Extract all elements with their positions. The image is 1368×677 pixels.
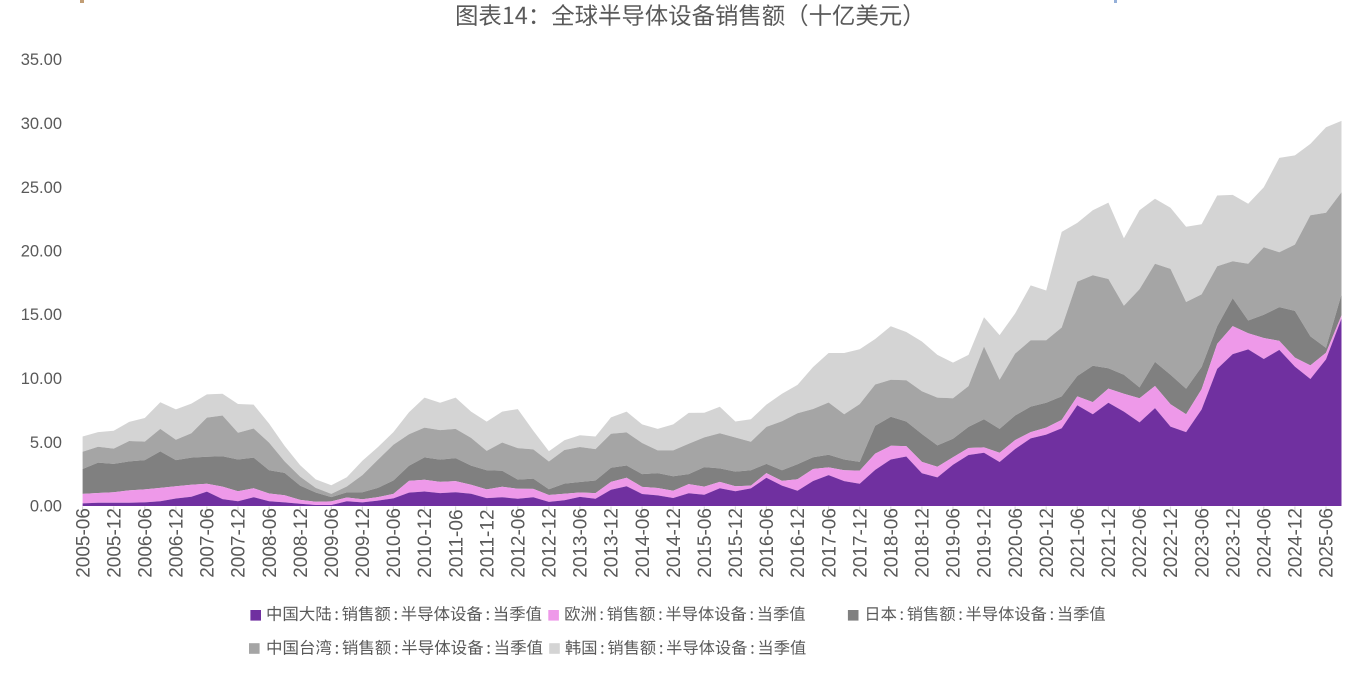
svg-text:2014-06: 2014-06 xyxy=(633,508,654,578)
svg-text:2009-12: 2009-12 xyxy=(353,508,374,578)
svg-text:2018-12: 2018-12 xyxy=(913,508,934,578)
svg-text:2025-06: 2025-06 xyxy=(1317,508,1338,578)
svg-text:5.00: 5.00 xyxy=(30,434,62,452)
svg-text:2012-12: 2012-12 xyxy=(540,508,561,578)
svg-text:2011-12: 2011-12 xyxy=(477,509,498,577)
svg-text:2010-12: 2010-12 xyxy=(415,508,436,578)
svg-text:2008-06: 2008-06 xyxy=(260,508,281,578)
svg-text:2016-12: 2016-12 xyxy=(788,508,809,578)
svg-text:2006-06: 2006-06 xyxy=(136,508,157,578)
svg-text:2009-06: 2009-06 xyxy=(322,508,343,578)
svg-text:2019-12: 2019-12 xyxy=(975,508,996,578)
svg-text:2023-06: 2023-06 xyxy=(1192,508,1213,578)
svg-text:2021-06: 2021-06 xyxy=(1068,508,1089,578)
svg-text:2020-06: 2020-06 xyxy=(1006,508,1027,578)
svg-text:2007-12: 2007-12 xyxy=(229,508,250,578)
svg-text:2007-06: 2007-06 xyxy=(198,508,219,578)
svg-text:20.00: 20.00 xyxy=(21,243,62,261)
svg-text:2024-12: 2024-12 xyxy=(1286,508,1307,578)
svg-text:0.00: 0.00 xyxy=(30,498,62,516)
svg-text:25.00: 25.00 xyxy=(21,179,62,197)
svg-text:2021-12: 2021-12 xyxy=(1099,508,1120,578)
svg-text:2016-06: 2016-06 xyxy=(757,508,778,578)
svg-text:2013-06: 2013-06 xyxy=(571,508,592,578)
svg-text:2012-06: 2012-06 xyxy=(509,508,530,578)
svg-text:2022-06: 2022-06 xyxy=(1130,508,1151,578)
svg-text:15.00: 15.00 xyxy=(21,306,62,324)
svg-text:2015-06: 2015-06 xyxy=(695,508,716,578)
svg-text:2024-06: 2024-06 xyxy=(1255,508,1276,578)
svg-text:2014-12: 2014-12 xyxy=(664,508,685,578)
svg-text:2018-06: 2018-06 xyxy=(882,508,903,578)
svg-text:30.00: 30.00 xyxy=(21,115,62,133)
svg-text:2005-06: 2005-06 xyxy=(73,508,94,578)
svg-text:2022-12: 2022-12 xyxy=(1161,508,1182,578)
svg-text:2017-06: 2017-06 xyxy=(819,508,840,578)
svg-text:10.00: 10.00 xyxy=(21,370,62,388)
svg-text:2020-12: 2020-12 xyxy=(1037,508,1058,578)
svg-text:35.00: 35.00 xyxy=(21,51,62,69)
svg-text:2006-12: 2006-12 xyxy=(167,508,188,578)
svg-text:2015-12: 2015-12 xyxy=(726,508,747,578)
svg-text:2017-12: 2017-12 xyxy=(850,508,871,578)
svg-text:2005-12: 2005-12 xyxy=(104,508,125,578)
svg-text:2013-12: 2013-12 xyxy=(602,508,623,578)
svg-text:2010-06: 2010-06 xyxy=(384,508,405,578)
svg-text:2023-12: 2023-12 xyxy=(1223,508,1244,578)
svg-text:2008-12: 2008-12 xyxy=(291,508,312,578)
svg-text:2011-06: 2011-06 xyxy=(446,509,467,577)
svg-text:2019-06: 2019-06 xyxy=(944,508,965,578)
